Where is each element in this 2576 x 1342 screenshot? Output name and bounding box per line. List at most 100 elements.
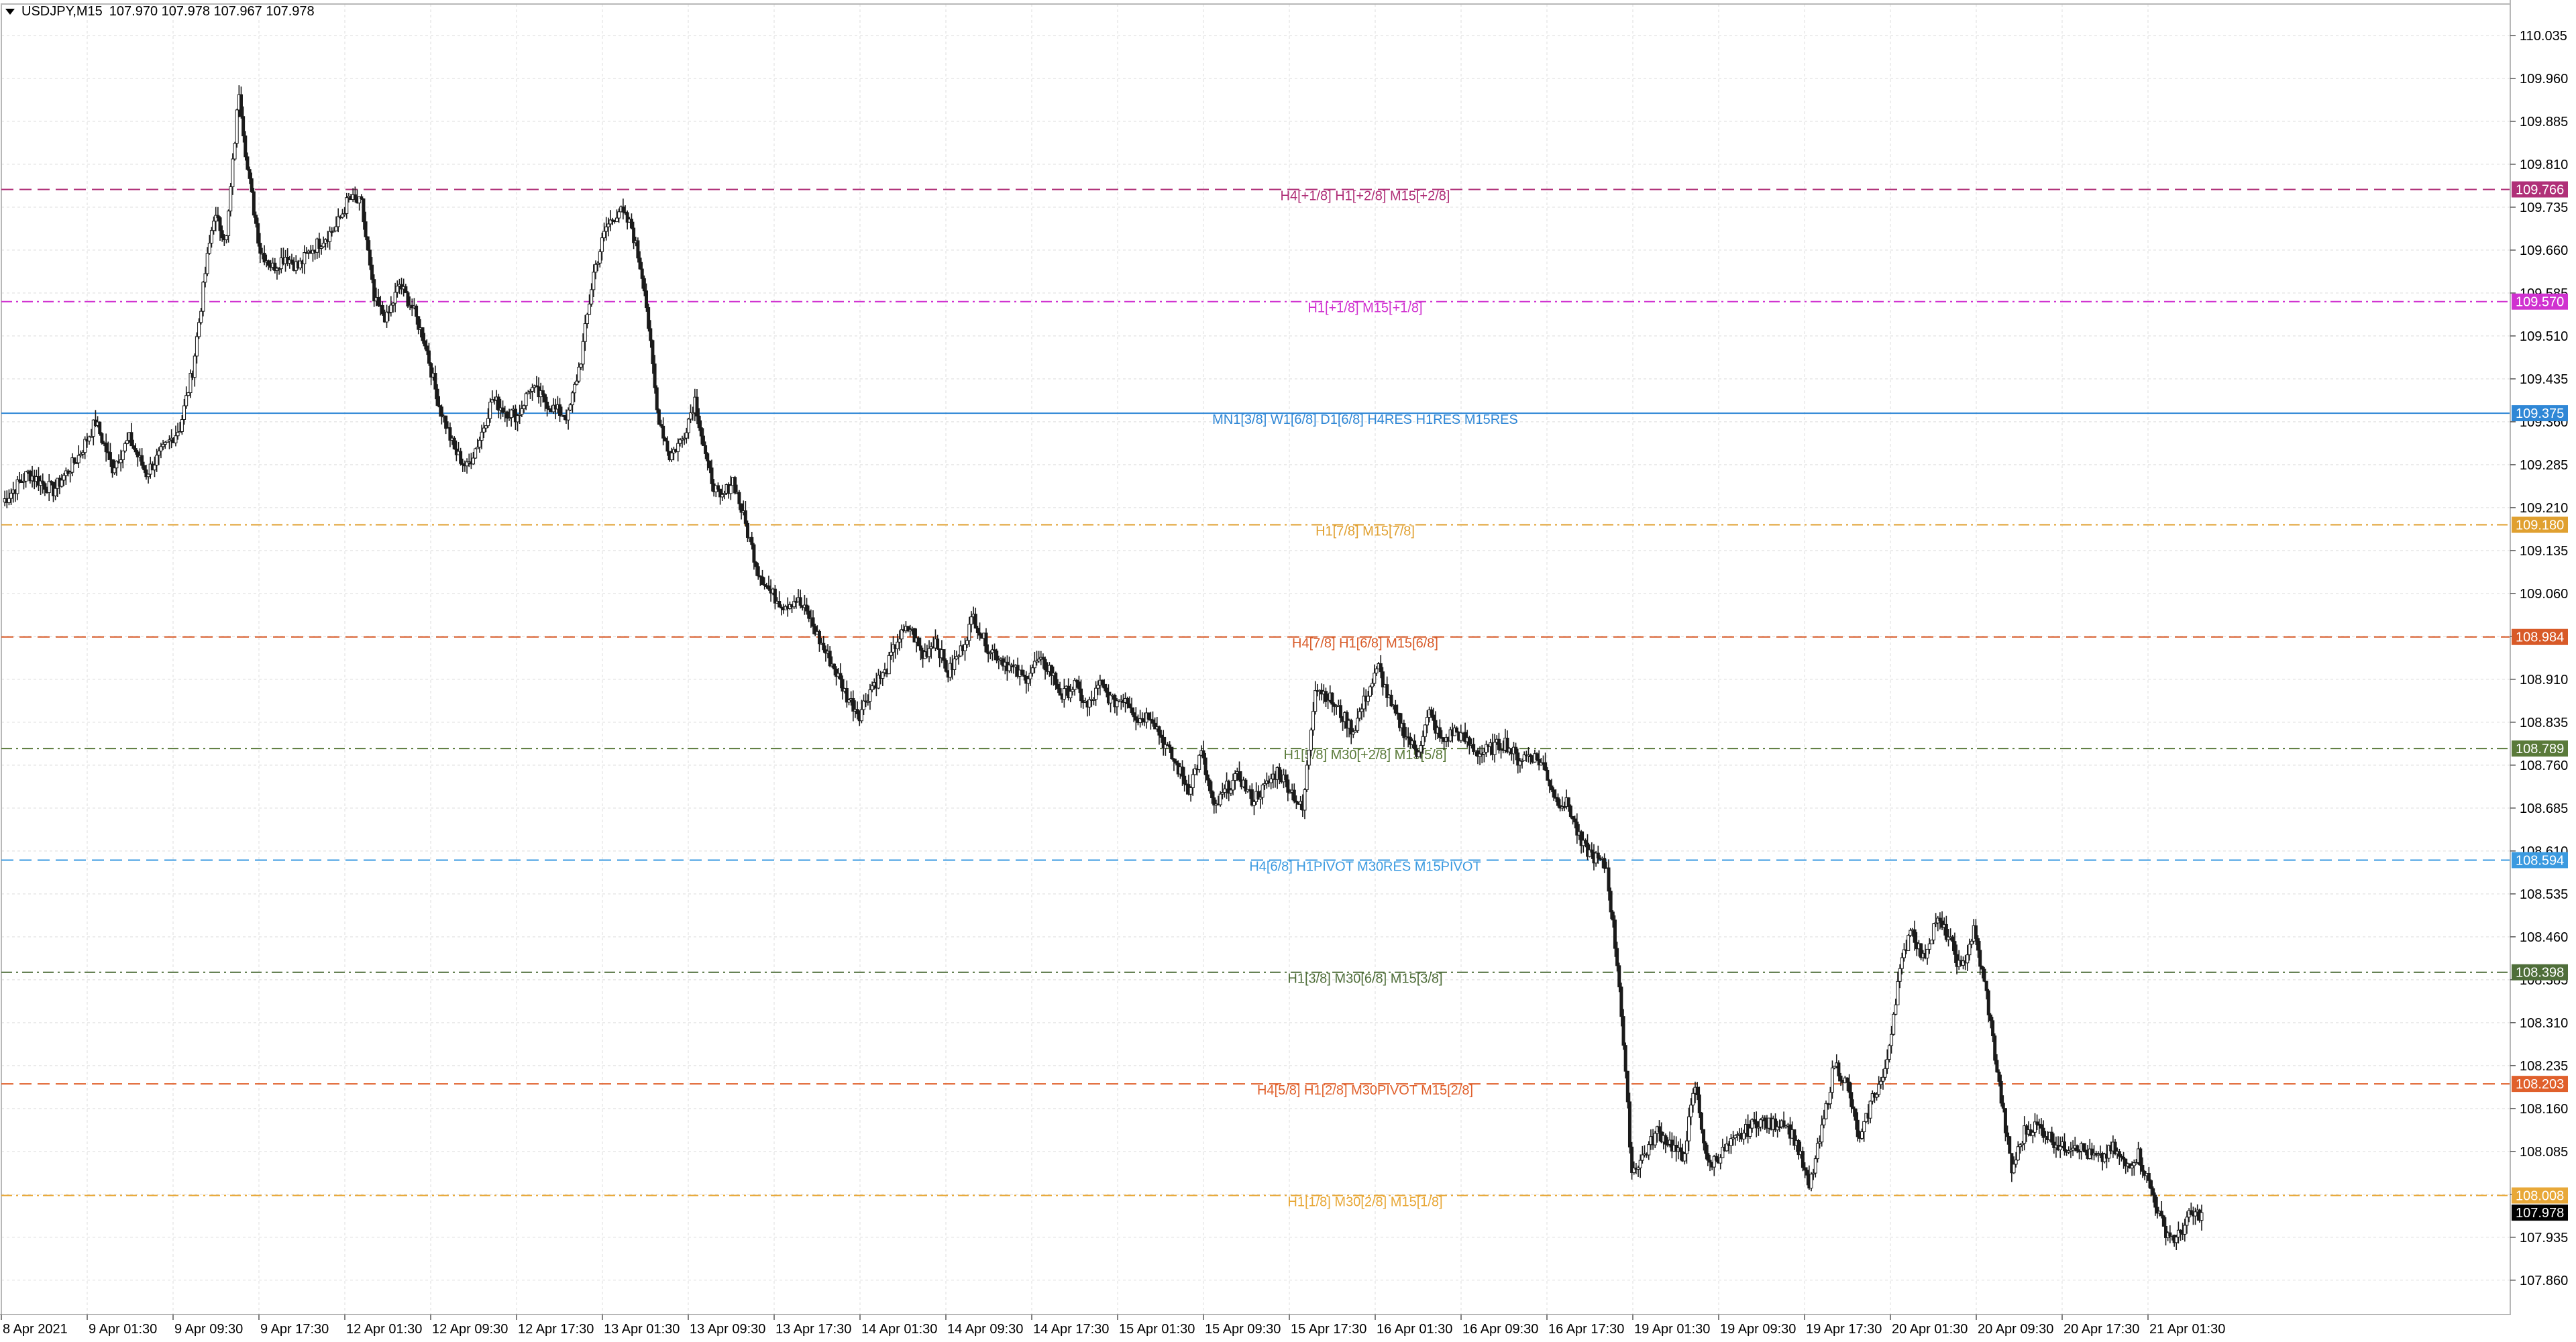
candle-body [524,393,528,406]
candle-body [1706,1153,1710,1161]
candle-body [708,460,712,469]
candle-body [2141,1165,2145,1172]
candle-body [2119,1156,2123,1158]
price-tick-label: 109.885 [2520,115,2568,129]
candle-body [851,698,855,712]
candle-body [1725,1143,1729,1152]
level-price-tag-label: 108.008 [2516,1189,2564,1204]
candle-body [1860,1131,1864,1139]
candle-body [1430,709,1434,716]
candle-body [918,645,922,651]
candle-body [1885,1059,1889,1069]
candle-body [1708,1160,1712,1163]
candle-body [303,252,307,264]
candle-body [2001,1103,2005,1109]
candle-body [1324,691,1328,702]
candle-body [21,480,25,483]
candle-body [756,566,760,577]
candle-body [993,649,997,652]
candle-body [706,453,710,461]
candle-body [1809,1174,1813,1188]
candle-body [665,441,669,452]
candle-body [2069,1150,2073,1152]
time-tick-label: 12 Apr 09:30 [432,1322,508,1337]
candle-body [606,223,610,227]
candle-body [1244,779,1248,792]
candle-body [1091,699,1095,701]
candle-body [1879,1080,1883,1085]
candle-body [1237,771,1241,781]
candle-body [614,217,619,223]
candle-body [2189,1210,2193,1215]
candle-body [1909,930,1913,936]
candle-body [866,701,870,703]
candle-body [100,433,104,443]
candle-body [41,480,45,484]
candle-body [1161,736,1165,749]
candle-body [1358,711,1362,719]
candle-body [425,345,429,351]
candle-body [691,412,695,414]
candle-body [1544,762,1548,771]
candle-body [2130,1165,2134,1169]
candle-body [1303,789,1307,811]
candle-body [583,323,587,342]
candle-body [1951,936,1955,942]
candle-body [2122,1156,2126,1160]
candle-body [2155,1207,2159,1214]
candle-body [1851,1106,1856,1109]
candle-body [2107,1145,2111,1159]
candle-body [186,392,191,396]
chevron-down-icon[interactable] [5,9,15,15]
candle-body [496,396,500,411]
candle-body [2016,1146,2020,1161]
candle-body [43,483,47,490]
candle-body [108,452,112,460]
candle-body [1432,714,1436,721]
candle-body [1748,1127,1752,1137]
candle-body [640,268,644,279]
candle-body [1326,700,1330,702]
candle-body [1778,1126,1782,1129]
candle-body [906,626,910,632]
candle-body [1402,723,1406,738]
candle-body [1130,707,1134,714]
candle-body [752,544,756,563]
candle-body [1349,720,1353,735]
candle-body [1699,1112,1703,1130]
candle-body [1603,858,1607,869]
candle-body [2174,1237,2178,1243]
candle-body [750,537,754,545]
level-price-tag-label: 109.570 [2516,295,2564,310]
candle-body [343,213,347,215]
candle-body [965,640,969,645]
candle-body [978,632,982,636]
candle-body [241,116,246,137]
candle-body [1944,924,1948,940]
candle-body [1986,990,1990,1015]
candle-body [452,437,456,449]
candle-body [119,459,123,463]
candle-body [570,392,574,406]
candle-body [76,455,80,463]
price-tick-label: 108.235 [2520,1059,2568,1074]
candle-body [528,390,532,393]
time-tick-label: 16 Apr 17:30 [1548,1322,1624,1337]
candle-body [526,392,530,394]
candle-body [1702,1129,1706,1143]
candle-body [1970,940,1974,945]
candle-body [480,431,484,441]
candle-body [203,273,207,283]
candle-body [1854,1108,1858,1121]
level-price-tag [2512,964,2568,981]
candle-body [1630,1146,1634,1173]
candle-body [2200,1212,2204,1221]
candle-body [1034,661,1038,663]
candle-body [2134,1162,2138,1164]
candle-body [898,638,902,642]
candle-body [2035,1121,2039,1125]
candle-body [24,471,28,482]
candle-body [1868,1101,1872,1119]
candle-body [1233,773,1237,781]
